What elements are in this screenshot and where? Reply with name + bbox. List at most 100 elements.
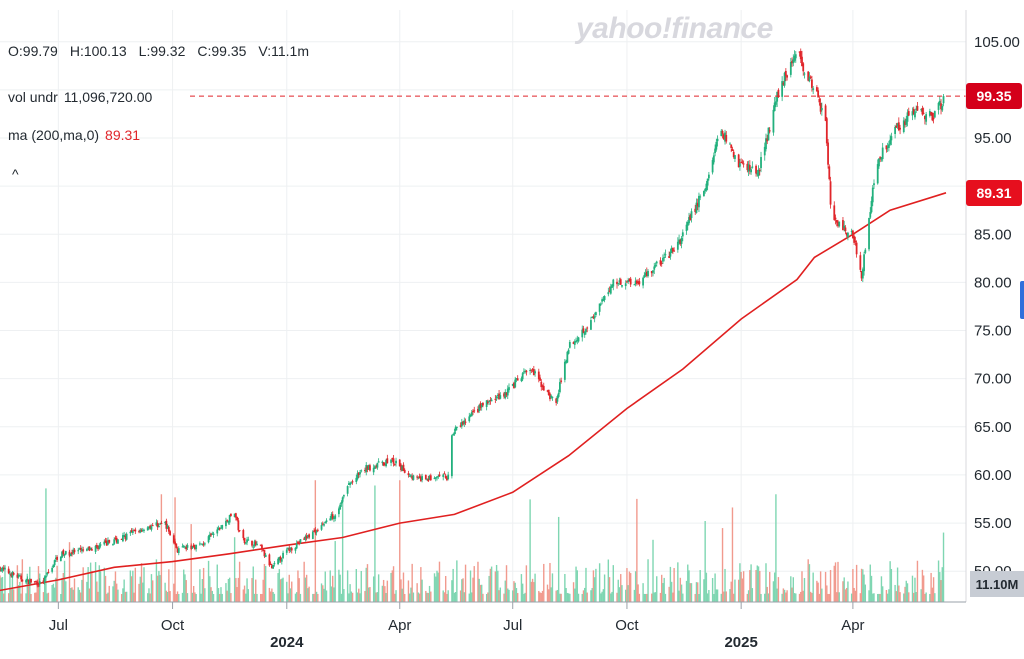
candle-body	[392, 458, 395, 464]
candle-body	[278, 556, 281, 561]
volume-bar	[595, 568, 597, 602]
candle-body	[921, 108, 924, 115]
volume-bar	[365, 567, 367, 602]
candle-body	[886, 147, 889, 149]
candle-body	[323, 524, 325, 526]
candle-body	[73, 549, 76, 553]
volume-bar	[364, 590, 366, 602]
candle-body	[817, 90, 820, 98]
candle-body	[704, 188, 707, 192]
volume-bar	[845, 587, 848, 602]
candle-body	[635, 280, 638, 284]
candle-body	[696, 203, 699, 207]
candle-body	[105, 541, 108, 546]
candle-body	[906, 112, 909, 122]
candle-body	[37, 584, 40, 586]
volume-bar	[899, 592, 901, 602]
candle-body	[837, 221, 839, 227]
candle-body	[155, 522, 158, 526]
side-panel-tab[interactable]	[1020, 281, 1024, 319]
candle-body	[411, 475, 414, 479]
volume-bar	[435, 576, 437, 602]
candle-body	[279, 556, 282, 561]
candle-body	[12, 572, 15, 575]
candle-body	[851, 230, 854, 239]
candle-body	[139, 529, 142, 533]
volume-bar	[765, 563, 767, 602]
candle-body	[416, 476, 419, 478]
candle-body	[928, 111, 931, 116]
collapse-indicators-icon[interactable]: ^	[12, 166, 19, 182]
candle-body	[660, 262, 663, 264]
volume-bar	[890, 568, 893, 602]
volume-bar	[585, 567, 587, 602]
candle-body	[395, 460, 397, 464]
candle-body	[628, 279, 631, 281]
candle-body	[164, 521, 167, 523]
candle-body	[863, 254, 865, 272]
volume-bar	[307, 588, 309, 602]
candle-body	[734, 155, 736, 159]
volume-bar	[237, 577, 240, 602]
candle-body	[842, 220, 844, 231]
volume-bar	[147, 593, 149, 602]
candle-body	[539, 377, 541, 381]
volume-bar	[103, 567, 105, 602]
volume-bar	[713, 593, 715, 602]
volume-bar	[360, 570, 362, 602]
volume-bar	[174, 497, 176, 602]
volume-bar	[837, 561, 839, 602]
candle-body	[907, 111, 910, 116]
candle-body	[855, 242, 858, 255]
candle-body	[463, 420, 466, 425]
candle-body	[244, 542, 247, 544]
candle-body	[115, 537, 118, 543]
candle-body	[385, 459, 387, 467]
volume-indicator-row[interactable]: vol undr 11,096,720.00	[8, 89, 152, 105]
volume-bar	[236, 587, 238, 602]
volume-bar	[644, 593, 647, 602]
candle-body	[129, 531, 132, 534]
y-tick-label: 85.00	[974, 226, 1012, 243]
volume-bar	[843, 577, 845, 602]
volume-bar	[880, 576, 883, 602]
y-tick-label: 70.00	[974, 371, 1012, 388]
candle-body	[514, 379, 517, 388]
x-tick-label: 2025	[724, 634, 757, 651]
candle-body	[789, 61, 792, 75]
candle-body	[186, 545, 189, 548]
volume-bar	[472, 577, 474, 602]
candle-body	[429, 475, 432, 481]
volume-bar	[287, 593, 289, 602]
candle-body	[531, 369, 534, 371]
candle-body	[508, 387, 510, 391]
volume-bar	[98, 565, 101, 602]
volume-bar	[827, 593, 829, 602]
volume-bar	[56, 565, 58, 602]
ma-indicator-row[interactable]: ma (200,ma,0) 89.31	[8, 127, 140, 143]
candle-body	[530, 369, 533, 371]
volume-bar	[297, 570, 299, 602]
candle-body	[871, 187, 874, 203]
y-tick-label: 95.00	[974, 130, 1012, 147]
volume-bar	[836, 592, 838, 602]
volume-bar	[427, 592, 430, 602]
candle-body	[400, 464, 402, 471]
volume-bar	[668, 586, 670, 602]
volume-bar	[376, 592, 379, 602]
volume-bar	[334, 541, 336, 602]
candle-body	[374, 466, 376, 469]
volume-bar	[114, 571, 117, 602]
volume-bar	[262, 579, 264, 602]
candle-body	[347, 483, 350, 485]
volume-bar	[937, 560, 940, 602]
candle-body	[521, 373, 524, 380]
candle-body	[450, 435, 453, 477]
candle-body	[595, 312, 597, 316]
volume-bar	[711, 578, 714, 602]
candle-body	[0, 567, 1, 572]
candle-body	[655, 261, 658, 264]
volume-bar	[246, 578, 248, 602]
candle-body	[442, 474, 445, 477]
